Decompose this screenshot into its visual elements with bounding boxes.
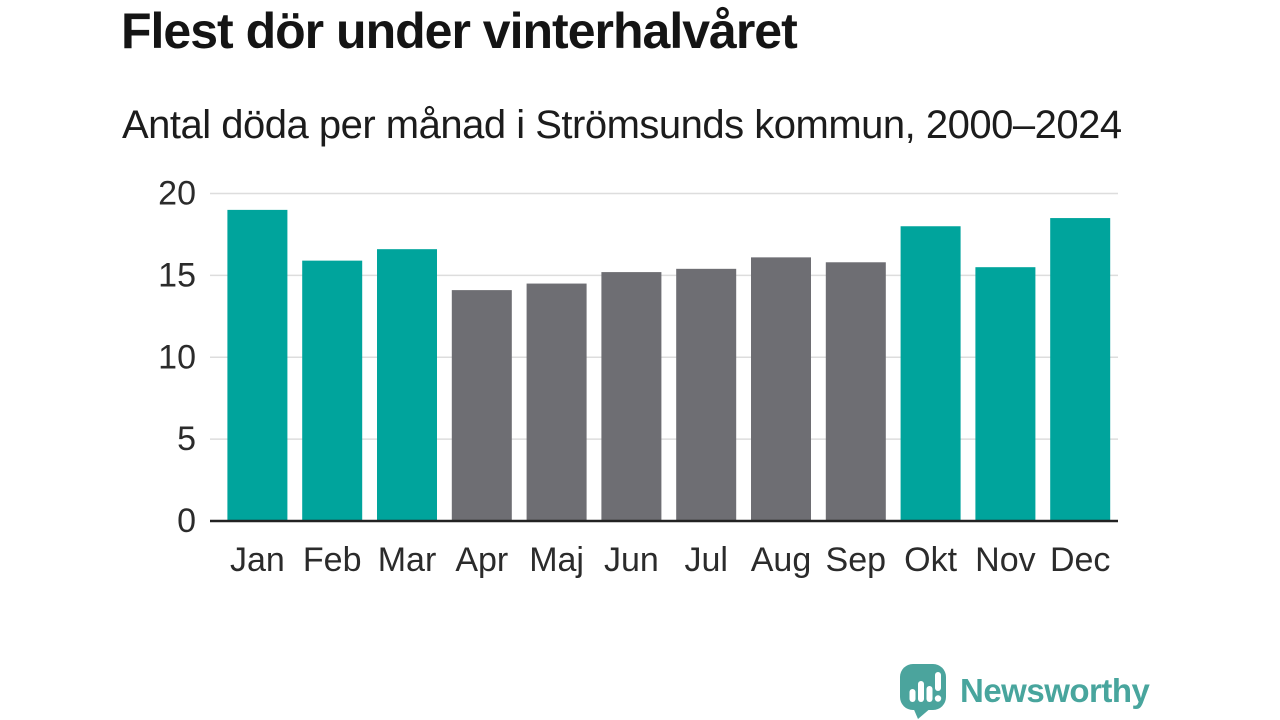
bar-apr	[451, 290, 512, 521]
bar-jul	[676, 268, 737, 521]
bar-okt	[900, 226, 961, 521]
speech-bubble-tail	[912, 705, 932, 719]
brand-name: Newsworthy	[960, 672, 1150, 709]
chart-title: Flest dör under vinterhalvåret	[121, 3, 798, 59]
y-tick-label-0: 0	[177, 502, 196, 540]
x-axis-labels: Jan Feb Mar Apr Maj Jun Jul Aug Sep Okt Nov Dec	[230, 541, 1110, 579]
x-tick-label-sep: Sep	[826, 541, 887, 579]
bar-aug	[751, 257, 811, 521]
bars	[227, 209, 1111, 522]
x-tick-label-jun: Jun	[604, 541, 659, 579]
x-tick-label-maj: Maj	[529, 541, 584, 579]
bar-jan	[227, 209, 288, 521]
x-tick-label-jul: Jul	[684, 541, 727, 579]
y-tick-label-20: 20	[158, 175, 196, 213]
x-tick-label-apr: Apr	[455, 541, 508, 579]
y-tick-label-15: 15	[158, 256, 196, 294]
brand-logo: Newsworthy	[899, 663, 1150, 719]
x-tick-label-nov: Nov	[975, 541, 1035, 579]
bar-maj	[526, 283, 587, 521]
bar-nov	[975, 267, 1036, 521]
x-tick-label-dec: Dec	[1050, 541, 1110, 579]
chart-subtitle: Antal döda per månad i Strömsunds kommun…	[122, 103, 1122, 147]
y-tick-label-10: 10	[158, 338, 196, 376]
bar-jun	[601, 272, 662, 521]
x-tick-label-okt: Okt	[904, 541, 957, 579]
bar-dec	[1050, 218, 1111, 521]
x-tick-label-jan: Jan	[230, 541, 285, 579]
x-tick-label-mar: Mar	[378, 541, 437, 579]
x-tick-label-aug: Aug	[751, 541, 812, 579]
newsworthy-logo-icon	[900, 664, 946, 719]
bar-sep	[825, 262, 886, 521]
bar-mar	[377, 249, 437, 522]
x-tick-label-feb: Feb	[303, 541, 362, 579]
y-axis-labels: 0 5 10 15 20	[158, 175, 196, 541]
y-tick-label-5: 5	[177, 420, 196, 458]
bar-feb	[302, 260, 363, 521]
